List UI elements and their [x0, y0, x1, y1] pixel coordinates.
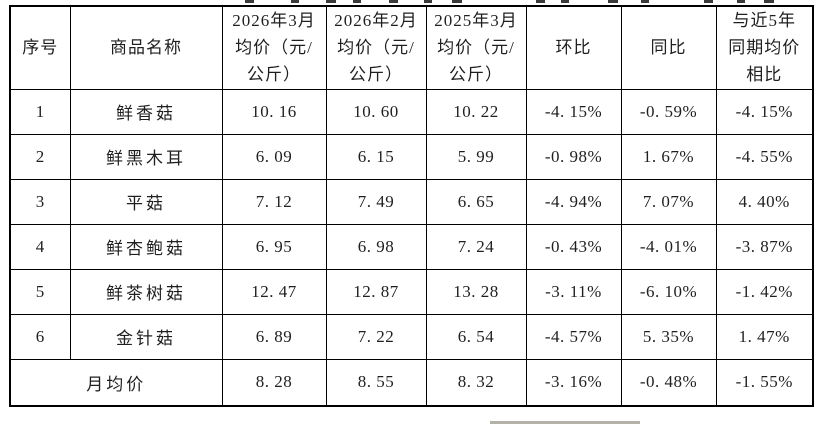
cell-price-2025-03: 6. 54 — [425, 313, 527, 360]
cell-vs-5yr: 4. 40% — [715, 178, 814, 225]
col-header-product-name: 商品名称 — [69, 5, 223, 90]
cell-mom: -0. 43% — [525, 223, 622, 270]
table-row: 4 鲜杏鲍菇 6. 95 6. 98 7. 24 -0. 43% -4. 01%… — [9, 223, 814, 270]
cell-mom: -4. 57% — [525, 313, 622, 360]
cell-price-2026-03: 8. 28 — [221, 358, 327, 407]
cell-yoy: -0. 48% — [620, 358, 717, 407]
cell-serial: 6 — [9, 313, 71, 360]
cell-product-name: 鲜香菇 — [69, 88, 223, 135]
cell-mom: -3. 16% — [525, 358, 622, 407]
cell-vs-5yr: -4. 55% — [715, 133, 814, 180]
cell-price-2026-03: 6. 89 — [221, 313, 327, 360]
cell-price-2026-02: 12. 87 — [325, 268, 427, 315]
cell-yoy: 7. 07% — [620, 178, 717, 225]
cell-price-2026-02: 6. 98 — [325, 223, 427, 270]
col-header-price-2026-02: 2026年2月 均价（元/ 公斤） — [325, 5, 427, 90]
cell-price-2026-03: 7. 12 — [221, 178, 327, 225]
cell-price-2026-03: 6. 95 — [221, 223, 327, 270]
cell-vs-5yr: 1. 47% — [715, 313, 814, 360]
table-row: 3 平菇 7. 12 7. 49 6. 65 -4. 94% 7. 07% 4.… — [9, 178, 814, 225]
cell-mom: -4. 94% — [525, 178, 622, 225]
cell-vs-5yr: -1. 55% — [715, 358, 814, 407]
cell-serial: 4 — [9, 223, 71, 270]
monthly-average-row: 月均价 8. 28 8. 55 8. 32 -3. 16% -0. 48% -1… — [9, 358, 814, 407]
cell-yoy: 1. 67% — [620, 133, 717, 180]
col-header-mom: 环比 — [525, 5, 622, 90]
cell-price-2026-02: 8. 55 — [325, 358, 427, 407]
cell-price-2026-02: 10. 60 — [325, 88, 427, 135]
cell-mom: -4. 15% — [525, 88, 622, 135]
cell-yoy: 5. 35% — [620, 313, 717, 360]
cell-price-2026-02: 6. 15 — [325, 133, 427, 180]
cell-vs-5yr: -1. 42% — [715, 268, 814, 315]
cell-price-2026-03: 12. 47 — [221, 268, 327, 315]
table-row: 1 鲜香菇 10. 16 10. 60 10. 22 -4. 15% -0. 5… — [9, 88, 814, 135]
col-header-serial: 序号 — [9, 5, 71, 90]
cell-serial: 2 — [9, 133, 71, 180]
cell-product-name: 金针菇 — [69, 313, 223, 360]
cell-price-2025-03: 6. 65 — [425, 178, 527, 225]
cell-price-2025-03: 7. 24 — [425, 223, 527, 270]
price-table: 序号 商品名称 2026年3月 均价（元/ 公斤） 2026年2月 均价（元/ … — [9, 5, 814, 407]
cell-vs-5yr: -4. 15% — [715, 88, 814, 135]
cell-price-2026-03: 10. 16 — [221, 88, 327, 135]
table-row: 2 鲜黑木耳 6. 09 6. 15 5. 99 -0. 98% 1. 67% … — [9, 133, 814, 180]
cell-price-2026-02: 7. 49 — [325, 178, 427, 225]
cell-serial: 5 — [9, 268, 71, 315]
cell-price-2025-03: 8. 32 — [425, 358, 527, 407]
cell-product-name: 鲜茶树菇 — [69, 268, 223, 315]
cell-mom: -0. 98% — [525, 133, 622, 180]
cell-product-name: 鲜杏鲍菇 — [69, 223, 223, 270]
cell-price-2025-03: 13. 28 — [425, 268, 527, 315]
cell-serial: 3 — [9, 178, 71, 225]
col-header-price-2025-03: 2025年3月 均价（元/ 公斤） — [425, 5, 527, 90]
col-header-vs-5yr: 与近5年 同期均价 相比 — [715, 5, 814, 90]
cell-product-name: 鲜黑木耳 — [69, 133, 223, 180]
col-header-price-2026-03: 2026年3月 均价（元/ 公斤） — [221, 5, 327, 90]
table-row: 6 金针菇 6. 89 7. 22 6. 54 -4. 57% 5. 35% 1… — [9, 313, 814, 360]
cell-vs-5yr: -3. 87% — [715, 223, 814, 270]
table-row: 5 鲜茶树菇 12. 47 12. 87 13. 28 -3. 11% -6. … — [9, 268, 814, 315]
cell-price-2025-03: 5. 99 — [425, 133, 527, 180]
cell-yoy: -6. 10% — [620, 268, 717, 315]
cell-yoy: -0. 59% — [620, 88, 717, 135]
cell-monthly-average-label: 月均价 — [9, 358, 223, 407]
cell-price-2025-03: 10. 22 — [425, 88, 527, 135]
header-row: 序号 商品名称 2026年3月 均价（元/ 公斤） 2026年2月 均价（元/ … — [9, 5, 814, 90]
col-header-yoy: 同比 — [620, 5, 717, 90]
cell-product-name: 平菇 — [69, 178, 223, 225]
cell-mom: -3. 11% — [525, 268, 622, 315]
cell-serial: 1 — [9, 88, 71, 135]
cell-price-2026-03: 6. 09 — [221, 133, 327, 180]
cell-yoy: -4. 01% — [620, 223, 717, 270]
cell-price-2026-02: 7. 22 — [325, 313, 427, 360]
table-header: 序号 商品名称 2026年3月 均价（元/ 公斤） 2026年2月 均价（元/ … — [9, 5, 814, 90]
